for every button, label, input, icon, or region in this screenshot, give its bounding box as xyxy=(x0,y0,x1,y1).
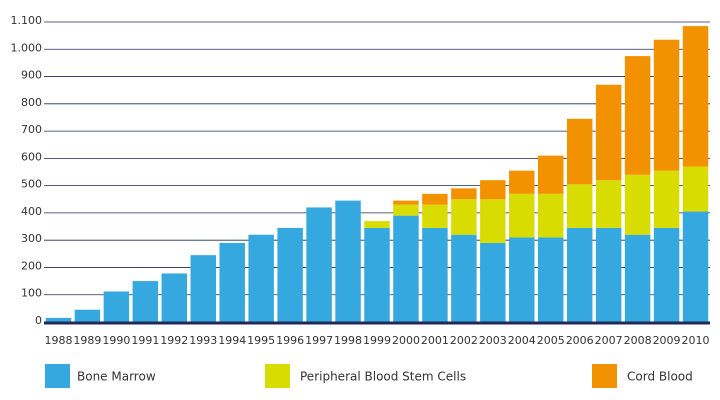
x-tick-label: 1993 xyxy=(189,334,217,347)
bar-segment xyxy=(364,227,390,322)
bar-segment xyxy=(480,199,506,243)
bar-segment xyxy=(451,188,477,200)
y-tick-label: 600 xyxy=(21,150,42,163)
bar-segment xyxy=(682,26,709,167)
bar-segment xyxy=(393,204,419,216)
x-tick-label: 1992 xyxy=(160,334,188,347)
bar-segment xyxy=(422,227,448,322)
x-tick-label: 2001 xyxy=(421,334,449,347)
x-tick-label: 2008 xyxy=(624,334,652,347)
bar-segment xyxy=(537,193,564,238)
y-tick-label: 200 xyxy=(21,259,42,272)
y-tick-label: 400 xyxy=(21,205,42,218)
bar-segment xyxy=(74,309,101,322)
x-tick-label: 1990 xyxy=(102,334,130,347)
x-tick-label: 1998 xyxy=(334,334,362,347)
bar-segment xyxy=(682,166,709,212)
bar-segment xyxy=(364,221,390,228)
y-tick-label: 1.100 xyxy=(11,14,43,27)
bar-segment xyxy=(161,273,188,322)
legend-swatch xyxy=(265,364,290,388)
legend-label: Bone Marrow xyxy=(77,370,156,384)
y-tick-label: 700 xyxy=(21,123,42,136)
bar-segment xyxy=(624,234,651,322)
legend-swatch xyxy=(592,364,617,388)
bar-segment xyxy=(653,227,680,322)
bar-segment xyxy=(451,234,477,322)
bar-segment xyxy=(653,170,680,228)
bar-segment xyxy=(624,174,651,235)
bar-segment xyxy=(45,317,72,322)
bar-segment xyxy=(393,200,419,205)
bar-segment xyxy=(451,199,477,235)
x-tick-label: 1996 xyxy=(276,334,304,347)
bar-segment xyxy=(103,291,130,322)
x-tick-label: 1991 xyxy=(131,334,159,347)
y-tick-label: 500 xyxy=(21,178,42,191)
bar-segment xyxy=(248,234,274,322)
bar-segment xyxy=(509,170,535,194)
bar-segment xyxy=(422,193,448,205)
bar-segment xyxy=(566,227,593,322)
bar-segment xyxy=(393,215,419,322)
bar-segment xyxy=(566,118,593,185)
x-tick-label: 2004 xyxy=(508,334,536,347)
bar-segment xyxy=(595,180,622,228)
x-tick-label: 2002 xyxy=(450,334,478,347)
x-tick-label: 1999 xyxy=(363,334,391,347)
bar-segment xyxy=(595,84,622,181)
bar-segment xyxy=(219,242,245,322)
x-tick-label: 1989 xyxy=(73,334,101,347)
bar-segment xyxy=(422,204,448,228)
x-tick-label: 1997 xyxy=(305,334,333,347)
bar-segment xyxy=(190,255,217,322)
bar-segment xyxy=(595,227,622,322)
bar-segment xyxy=(537,155,564,194)
x-tick-label: 1995 xyxy=(247,334,275,347)
x-tick-label: 2005 xyxy=(537,334,565,347)
y-tick-label: 300 xyxy=(21,232,42,245)
legend-swatch xyxy=(45,364,70,388)
bar-segment xyxy=(566,184,593,228)
x-tick-label: 2010 xyxy=(682,334,710,347)
x-tick-label: 1988 xyxy=(44,334,72,347)
x-tick-label: 1994 xyxy=(218,334,246,347)
bar-segment xyxy=(509,237,535,322)
bar-segment xyxy=(537,237,564,322)
x-tick-label: 2003 xyxy=(479,334,507,347)
bar-segment xyxy=(480,242,506,322)
y-tick-label: 900 xyxy=(21,69,42,82)
y-tick-label: 800 xyxy=(21,96,42,109)
bar-segment xyxy=(624,56,651,175)
bar-segment xyxy=(480,180,506,200)
bar-segment xyxy=(306,207,332,322)
x-tick-label: 2006 xyxy=(566,334,594,347)
x-tick-label: 2009 xyxy=(653,334,681,347)
x-tick-label: 2000 xyxy=(392,334,420,347)
y-tick-label: 0 xyxy=(35,314,42,327)
bar-segment xyxy=(335,200,361,322)
legend-label: Cord Blood xyxy=(627,370,693,384)
y-tick-label: 100 xyxy=(21,287,42,300)
legend-label: Peripheral Blood Stem Cells xyxy=(300,370,466,384)
bar-segment xyxy=(509,193,535,238)
bar-segment xyxy=(653,39,680,171)
y-tick-label: 1.000 xyxy=(11,41,43,54)
bar-segment xyxy=(682,211,709,322)
bar-segment xyxy=(132,281,159,322)
bar-segment xyxy=(277,227,303,322)
x-tick-label: 2007 xyxy=(595,334,623,347)
